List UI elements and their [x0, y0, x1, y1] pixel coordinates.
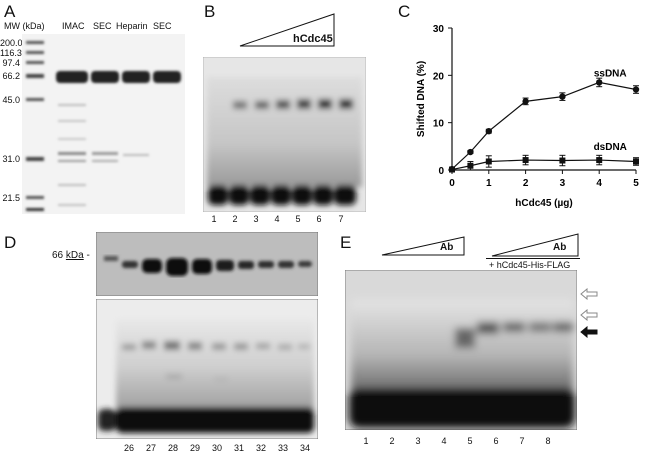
- chart-ticks: 0 1 2 3 4 5 0 10 20 30: [433, 24, 639, 189]
- chart-series: ssDNA dsDNA: [448, 68, 640, 173]
- emsa-antibody-gel: [345, 270, 577, 430]
- sds-page-fractions-gel: [96, 232, 318, 296]
- antibody-wedge-1: [381, 236, 465, 256]
- fraction-29: 29: [189, 443, 200, 453]
- marker-21: 21.5: [2, 193, 20, 203]
- fraction-32: 32: [255, 443, 266, 453]
- antibody-label-2: Ab: [553, 242, 567, 253]
- data-point-dsdna: [559, 157, 566, 164]
- y-tick-label: 30: [433, 24, 445, 35]
- open-arrow-lower: [580, 309, 598, 321]
- x-tick-label: 3: [560, 178, 566, 189]
- emsa-gel-b: [203, 57, 366, 212]
- lane-label-sec: SEC: [93, 21, 112, 31]
- marker-66: 66.2: [2, 71, 20, 81]
- lane-b-1: 1: [211, 214, 217, 224]
- mw-header: MW (kDa): [4, 21, 45, 31]
- y-axis-label: Shifted DNA (%): [416, 61, 427, 137]
- sds-page-gel: [22, 34, 185, 214]
- x-tick-label: 0: [449, 178, 455, 189]
- series-line-ssdna: [451, 81, 637, 170]
- marker-66-value: 66: [52, 250, 64, 261]
- series-label-dsdna: dsDNA: [594, 142, 627, 153]
- open-arrow-upper: [580, 288, 598, 300]
- marker-66-unit: kDa: [65, 250, 84, 261]
- data-point-dsdna: [485, 158, 492, 165]
- fraction-33: 33: [277, 443, 288, 453]
- series-label-ssdna: ssDNA: [594, 68, 627, 79]
- marker-31: 31.0: [2, 154, 20, 164]
- lane-e-6: 6: [493, 436, 499, 446]
- data-point-ssdna: [596, 79, 603, 86]
- data-point-dsdna: [449, 166, 455, 173]
- lane-e-8: 8: [545, 436, 551, 446]
- lane-b-5: 5: [295, 214, 301, 224]
- condition-label: + hCdc45-His-FLAG: [489, 260, 571, 270]
- lane-label-sec-2: SEC: [153, 21, 172, 31]
- lane-e-4: 4: [441, 436, 447, 446]
- lane-b-7: 7: [338, 214, 344, 224]
- emsa-fractions-gel: [96, 299, 318, 439]
- lane-b-6: 6: [316, 214, 322, 224]
- marker-200: 200.0: [0, 38, 23, 48]
- data-point-ssdna: [485, 127, 492, 135]
- antibody-wedge-2: [491, 233, 579, 257]
- marker-66-dash: -: [86, 250, 90, 261]
- hcdc45-gradient-wedge: [239, 13, 335, 47]
- fraction-30: 30: [211, 443, 222, 453]
- data-point-ssdna: [559, 93, 566, 100]
- filled-arrow: [580, 326, 598, 338]
- data-point-dsdna: [467, 162, 474, 169]
- antibody-label-1: Ab: [440, 242, 454, 253]
- marker-116: 116.3: [0, 48, 22, 58]
- lane-e-7: 7: [519, 436, 525, 446]
- lane-b-4: 4: [274, 214, 280, 224]
- lane-b-2: 2: [232, 214, 238, 224]
- lane-b-3: 3: [253, 214, 259, 224]
- data-point-dsdna: [633, 158, 639, 165]
- data-point-ssdna: [467, 148, 474, 156]
- lane-e-1: 1: [363, 436, 369, 446]
- fraction-31: 31: [233, 443, 244, 453]
- y-tick-label: 0: [438, 166, 444, 177]
- marker-97: 97.4: [2, 58, 20, 68]
- panel-d-letter: D: [4, 233, 17, 252]
- marker-45: 45.0: [2, 95, 20, 105]
- data-point-dsdna: [596, 157, 603, 164]
- x-tick-label: 2: [523, 178, 529, 189]
- panel-c-letter: C: [398, 2, 411, 21]
- x-tick-label: 5: [633, 178, 639, 189]
- lane-e-5: 5: [467, 436, 473, 446]
- fraction-26: 26: [123, 443, 134, 453]
- condition-bracket: [486, 258, 580, 259]
- y-tick-label: 10: [433, 119, 445, 130]
- lane-e-3: 3: [415, 436, 421, 446]
- series-line-dsdna: [451, 159, 637, 171]
- panel-a-letter: A: [4, 2, 16, 21]
- marker-66-label: 66 kDa -: [52, 250, 90, 261]
- lane-e-2: 2: [389, 436, 395, 446]
- y-tick-label: 20: [433, 71, 445, 82]
- hcdc45-label: hCdc45: [293, 33, 333, 45]
- panel-e-letter: E: [340, 233, 352, 252]
- data-point-dsdna: [522, 157, 529, 164]
- data-point-ssdna: [632, 86, 640, 93]
- data-point-ssdna: [522, 98, 529, 105]
- lane-label-heparin: Heparin: [116, 21, 148, 31]
- fraction-27: 27: [145, 443, 156, 453]
- x-tick-label: 1: [486, 178, 492, 189]
- fraction-34: 34: [299, 443, 310, 453]
- shifted-dna-chart: 0 1 2 3 4 5 0 10 20 30 ssDNA dsDNA Shifted DNA (%)…: [416, 24, 640, 209]
- fraction-28: 28: [167, 443, 178, 453]
- chart-axes: [451, 28, 636, 171]
- x-axis-label: hCdc45 (µg): [515, 198, 572, 209]
- lane-label-imac: IMAC: [62, 21, 85, 31]
- panel-b-letter: B: [204, 2, 216, 21]
- x-tick-label: 4: [596, 178, 602, 189]
